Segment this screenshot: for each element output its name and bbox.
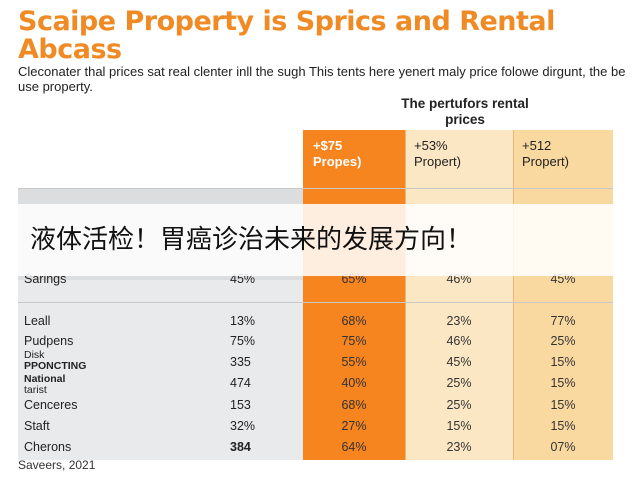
column-header-2: +53% Propert) — [414, 138, 461, 170]
row-label: Disk PPONCTING — [24, 350, 86, 372]
orange-column — [303, 130, 405, 460]
row-label-line: Disk — [24, 349, 45, 361]
cell-value: 46% — [446, 334, 472, 348]
column-header-line: Propert) — [414, 154, 461, 169]
column-header-1: +$75 Propes) — [313, 138, 361, 170]
cell-value: 384 — [230, 440, 251, 454]
cell-value: 13% — [230, 314, 256, 328]
row-label: National tarist — [24, 374, 65, 396]
cell-value: 64% — [341, 440, 367, 454]
cell-value: 27% — [341, 419, 367, 433]
cell-value: 15% — [550, 398, 576, 412]
cell-value: 75% — [341, 334, 367, 348]
column-header-line: +512 — [522, 138, 552, 153]
cell-value: 75% — [230, 334, 256, 348]
row-label-line: National — [24, 373, 66, 385]
caption-banner — [0, 204, 640, 276]
column-header-line: Propes) — [313, 154, 362, 169]
row-label-line: PPONCTING — [24, 360, 87, 372]
cell-value: 474 — [230, 376, 251, 390]
cell-value: 15% — [550, 376, 576, 390]
cell-value: 23% — [446, 440, 472, 454]
cell-value: 45% — [446, 355, 472, 369]
cell-value: 15% — [446, 419, 472, 433]
cell-value: 335 — [230, 355, 251, 369]
row-label: Leall — [24, 314, 51, 328]
column-group-heading: The pertufors rental prices — [401, 96, 529, 127]
page-title: Scaipe Property is Sprics and Rental Abc… — [18, 6, 555, 65]
cell-value: 68% — [341, 314, 367, 328]
source-note: Saveers, 2021 — [18, 458, 96, 472]
column-header-3: +512 Propert) — [522, 138, 569, 170]
cell-value: 55% — [341, 355, 367, 369]
cell-value: 40% — [341, 376, 367, 390]
cell-value: 25% — [446, 398, 472, 412]
subtitle: Cleconater thal prices sat real clenter … — [18, 64, 626, 94]
row-label: Cherons — [24, 440, 72, 454]
column-header-line: +53% — [414, 138, 448, 153]
row-label-line: tarist — [24, 384, 47, 396]
cell-value: 07% — [550, 440, 576, 454]
light-column-1 — [405, 130, 513, 460]
cell-value: 23% — [446, 314, 472, 328]
cell-value: 15% — [550, 419, 576, 433]
cell-value: 15% — [550, 355, 576, 369]
caption-text: 液体活检！胃癌诊治未来的发展方向！ — [30, 225, 473, 255]
row-label: Pudpens — [24, 334, 74, 348]
price-table: +$75 Propes) +53% Propert) +512 Propert)… — [18, 130, 613, 460]
cell-value: 77% — [550, 314, 576, 328]
column-divider — [513, 130, 514, 460]
cell-value: 153 — [230, 398, 251, 412]
column-header-line: Propert) — [522, 154, 569, 169]
row-divider — [18, 188, 613, 189]
cell-value: 25% — [446, 376, 472, 390]
cell-value: 32% — [230, 419, 256, 433]
cell-value: 25% — [550, 334, 576, 348]
column-divider — [405, 130, 406, 460]
row-label: Staft — [24, 419, 50, 433]
row-label: Cenceres — [24, 398, 78, 412]
column-header-line: +$75 — [313, 138, 343, 153]
cell-value: 68% — [341, 398, 367, 412]
row-divider — [18, 302, 613, 303]
light-column-2 — [513, 130, 613, 460]
